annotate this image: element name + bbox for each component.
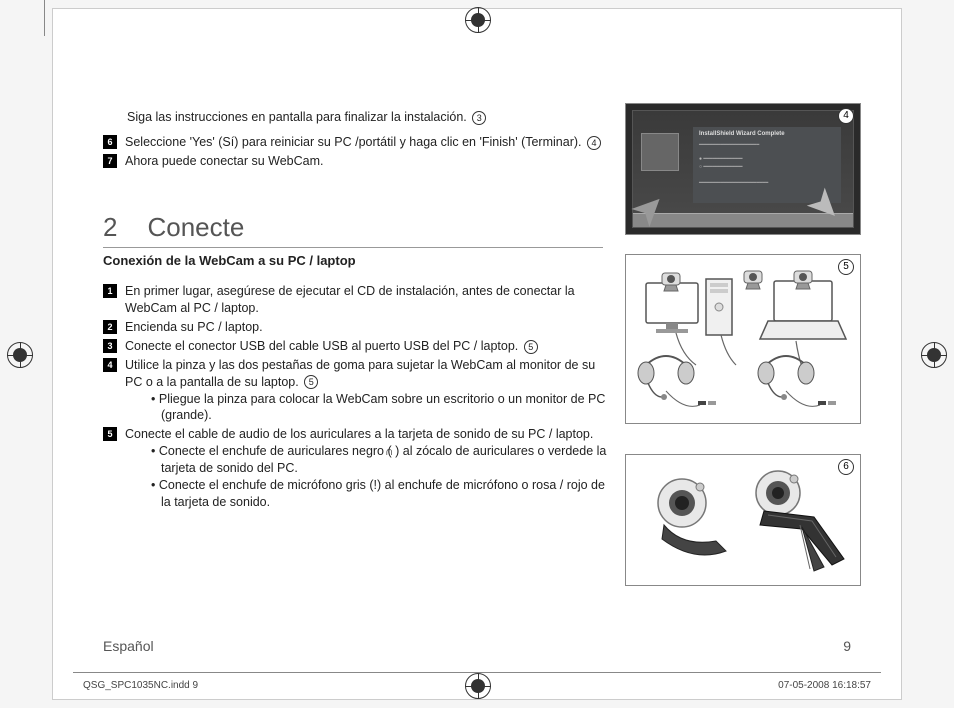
figure-label: 4 bbox=[838, 108, 854, 124]
step-number: 6 bbox=[103, 135, 117, 149]
step-text: Encienda su PC / laptop. bbox=[125, 319, 613, 336]
figure-6: 6 bbox=[625, 454, 861, 586]
figure-4: InstallShield Wizard Complete ━━━━━━━━━━… bbox=[625, 103, 861, 235]
main-content: Siga las instrucciones en pantalla para … bbox=[103, 109, 613, 513]
step-number: 1 bbox=[103, 284, 117, 298]
divider bbox=[103, 247, 603, 248]
section-title-text: Conecte bbox=[147, 212, 244, 242]
step-text: Utilice la pinza y las dos pestañas de g… bbox=[125, 357, 613, 425]
divider bbox=[73, 672, 881, 673]
step-number: 7 bbox=[103, 154, 117, 168]
step-text: Conecte el cable de audio de los auricul… bbox=[125, 426, 613, 510]
ref-circle: 4 bbox=[587, 136, 601, 150]
subsection-heading: Conexión de la WebCam a su PC / laptop bbox=[103, 252, 613, 270]
step-item: 5 Conecte el cable de audio de los auric… bbox=[103, 426, 613, 510]
intro-text: Siga las instrucciones en pantalla para … bbox=[127, 110, 467, 124]
step-item: 2 Encienda su PC / laptop. bbox=[103, 319, 613, 336]
sub-bullet: • Conecte el enchufe de micrófono gris (… bbox=[151, 477, 613, 511]
step-item: 6 Seleccione 'Yes' (Sí) para reiniciar s… bbox=[103, 134, 613, 151]
webcam-diagram bbox=[626, 455, 860, 585]
sub-bullet: • Conecte el enchufe de auriculares negr… bbox=[151, 443, 613, 477]
step-number: 4 bbox=[103, 358, 117, 372]
page: Siga las instrucciones en pantalla para … bbox=[52, 8, 902, 700]
figure-label: 5 bbox=[838, 259, 854, 275]
figure-label: 6 bbox=[838, 459, 854, 475]
footer-language: Español bbox=[103, 638, 154, 654]
ref-circle: 5 bbox=[524, 340, 538, 354]
footer-filename: QSG_SPC1035NC.indd 9 bbox=[83, 680, 198, 691]
footer-timestamp: 07-05-2008 16:18:57 bbox=[778, 680, 871, 691]
step-number: 3 bbox=[103, 339, 117, 353]
section-number: 2 bbox=[103, 212, 117, 242]
connection-diagram bbox=[626, 255, 860, 423]
footer-page-number: 9 bbox=[843, 638, 851, 654]
step-number: 2 bbox=[103, 320, 117, 334]
step-item: 3 Conecte el conector USB del cable USB … bbox=[103, 338, 613, 355]
step-text: Conecte el conector USB del cable USB al… bbox=[125, 338, 613, 355]
ref-circle: 3 bbox=[472, 111, 486, 125]
section-heading: 2 Conecte bbox=[103, 210, 613, 245]
step-item: 4 Utilice la pinza y las dos pestañas de… bbox=[103, 357, 613, 425]
installer-title: InstallShield Wizard Complete bbox=[693, 127, 841, 141]
sub-bullet: • Pliegue la pinza para colocar la WebCa… bbox=[151, 391, 613, 425]
step-item: 7 Ahora puede conectar su WebCam. bbox=[103, 153, 613, 170]
step-text: Ahora puede conectar su WebCam. bbox=[125, 153, 613, 170]
step-number: 5 bbox=[103, 427, 117, 441]
ref-circle: 5 bbox=[304, 375, 318, 389]
step-text: En primer lugar, asegúrese de ejecutar e… bbox=[125, 283, 613, 317]
step-text: Seleccione 'Yes' (Sí) para reiniciar su … bbox=[125, 134, 613, 151]
step-item: 1 En primer lugar, asegúrese de ejecutar… bbox=[103, 283, 613, 317]
figure-5: 5 bbox=[625, 254, 861, 424]
